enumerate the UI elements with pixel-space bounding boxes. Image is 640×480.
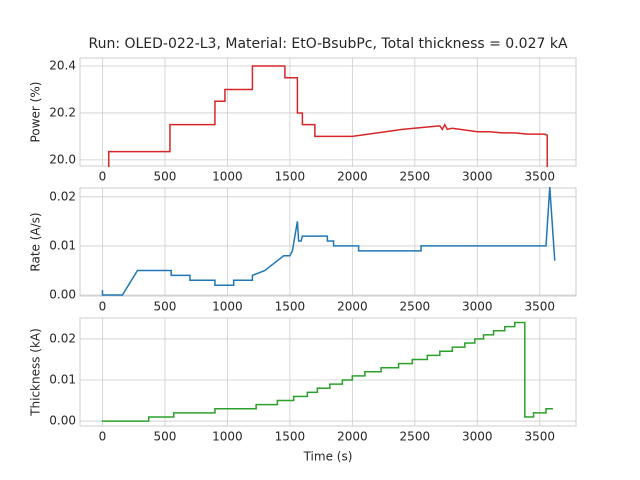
x-tick-label: 3000	[462, 170, 493, 184]
y-tick-label: 0.00	[49, 414, 76, 428]
y-tick-label: 20.4	[49, 58, 76, 72]
y-tick-label: 0.00	[49, 288, 76, 302]
x-tick-label: 2000	[337, 170, 368, 184]
x-tick-label: 0	[99, 300, 107, 314]
y-axis-label: Thickness (kA)	[29, 328, 43, 417]
x-axis-label: Time (s)	[303, 450, 353, 464]
x-tick-label: 3500	[524, 300, 555, 314]
x-tick-label: 2500	[400, 170, 431, 184]
x-tick-label: 3500	[524, 430, 555, 444]
x-tick-label: 1000	[212, 170, 243, 184]
chart-title: Run: OLED-022-L3, Material: EtO-BsubPc, …	[88, 36, 567, 52]
y-tick-label: 20.2	[49, 105, 76, 119]
x-tick-label: 3000	[462, 430, 493, 444]
x-tick-label: 500	[154, 300, 177, 314]
y-tick-label: 0.02	[49, 189, 76, 203]
y-axis-label: Rate (A/s)	[29, 212, 43, 271]
x-tick-label: 1500	[275, 170, 306, 184]
data-line	[101, 186, 556, 296]
x-tick-label: 3500	[524, 170, 555, 184]
x-tick-label: 500	[154, 170, 177, 184]
y-tick-label: 0.01	[49, 373, 76, 387]
x-tick-label: 2000	[337, 300, 368, 314]
x-tick-label: 1000	[212, 300, 243, 314]
y-axis-label: Power (%)	[29, 82, 43, 143]
y-tick-label: 0.02	[49, 331, 76, 345]
y-tick-label: 0.01	[49, 238, 76, 252]
x-tick-label: 2500	[400, 300, 431, 314]
axes-frame	[79, 187, 577, 297]
axes-frame	[79, 317, 577, 427]
x-tick-label: 500	[154, 430, 177, 444]
x-tick-label: 1500	[275, 430, 306, 444]
x-tick-label: 0	[99, 170, 107, 184]
y-tick-label: 20.0	[49, 152, 76, 166]
x-tick-label: 1000	[212, 430, 243, 444]
x-tick-label: 3000	[462, 300, 493, 314]
x-tick-label: 1500	[275, 300, 306, 314]
axes-frame	[79, 57, 577, 167]
x-tick-label: 2500	[400, 430, 431, 444]
x-tick-label: 2000	[337, 430, 368, 444]
data-line	[107, 65, 549, 167]
x-tick-label: 0	[99, 430, 107, 444]
